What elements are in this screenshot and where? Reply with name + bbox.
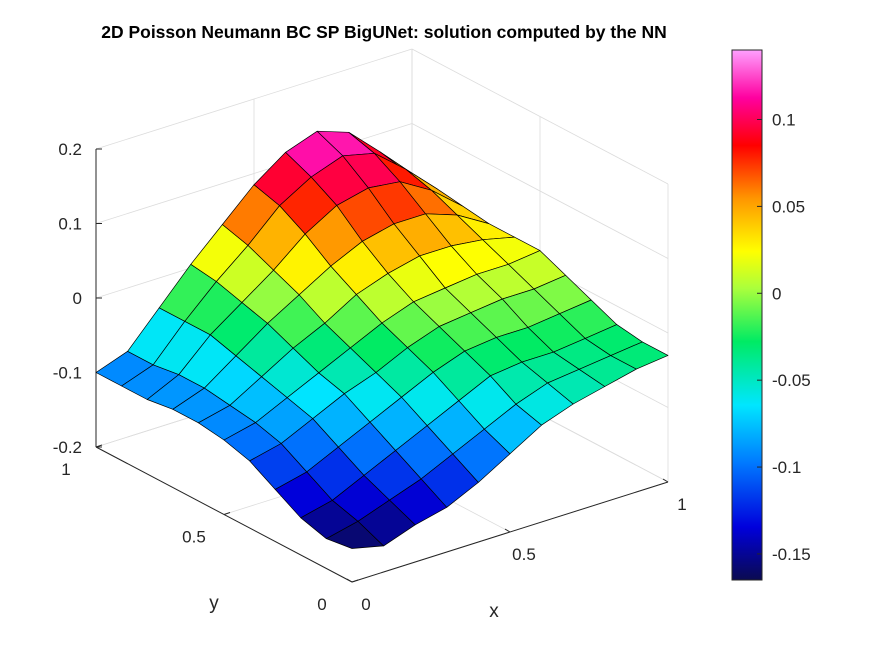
y-tick-label: 0.5 (182, 528, 206, 547)
chart-title: 2D Poisson Neumann BC SP BigUNet: soluti… (101, 22, 667, 42)
z-tick-label: 0 (73, 289, 82, 308)
x-tick-mark (346, 578, 353, 583)
colorbar-tick-label: -0.05 (772, 371, 811, 390)
colorbar-tick-label: -0.15 (772, 545, 811, 564)
z-tick-label: -0.1 (53, 364, 82, 383)
x-tick-label: 0 (361, 595, 370, 614)
x-axis-label: x (489, 601, 499, 622)
colorbar-tick-label: 0.05 (772, 197, 805, 216)
surface-cell (610, 341, 669, 370)
y-axis-label: y (209, 593, 219, 614)
z-tick-label: 0.2 (58, 140, 82, 159)
colorbar: -0.15 -0.1 -0.05 0 0.05 0.1 (731, 49, 811, 581)
colorbar-tick-label: 0 (772, 284, 781, 303)
x-tick-mark (662, 478, 669, 483)
axis-layer: 0 0.5 1 0 0.5 1 -0.2 -0.1 0 0.1 0.2 (53, 140, 687, 614)
colorbar-tick-label: 0.1 (772, 111, 796, 130)
y-tick-label: 0 (317, 595, 326, 614)
colorbar-tick-label: -0.1 (772, 458, 801, 477)
colorbar-bar (731, 49, 763, 581)
z-tick-label: 0.1 (58, 215, 82, 234)
surface-layer (95, 130, 669, 549)
y-tick-mark (223, 512, 231, 515)
y-tick-mark (351, 579, 359, 583)
side-wall-grid-z (411, 123, 669, 259)
x-tick-label: 0.5 (512, 545, 536, 564)
side-wall-grid-z (411, 48, 669, 185)
y-tick-label: 1 (61, 460, 70, 479)
back-wall-grid-z (95, 48, 413, 150)
x-tick-mark (504, 528, 511, 533)
z-tick-label: -0.2 (53, 438, 82, 457)
x-tick-label: 1 (677, 495, 686, 514)
